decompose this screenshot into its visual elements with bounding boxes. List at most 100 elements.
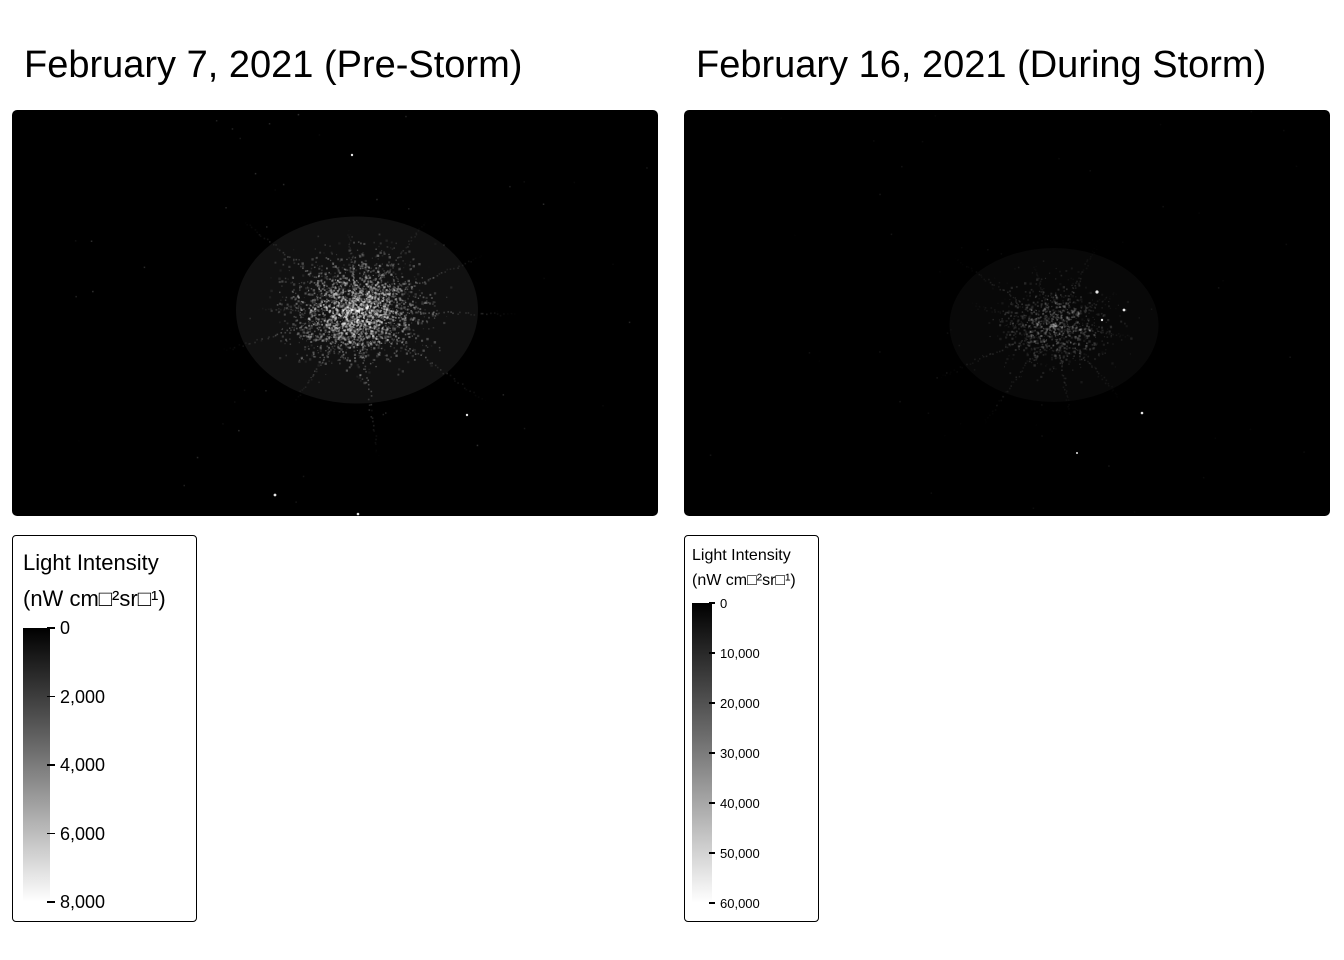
light-pixel xyxy=(285,354,287,357)
light-pixel xyxy=(347,311,349,314)
light-pixel xyxy=(1041,343,1044,346)
light-pixel xyxy=(328,311,331,314)
light-pixel xyxy=(378,275,380,277)
light-pixel xyxy=(335,340,338,343)
light-pixel xyxy=(394,311,398,315)
light-pixel xyxy=(1014,297,1017,299)
light-pixel xyxy=(383,303,385,306)
light-pixel xyxy=(308,379,310,382)
light-pixel xyxy=(375,284,377,287)
light-pixel xyxy=(378,273,380,275)
light-pixel xyxy=(942,375,944,377)
light-pixel xyxy=(1060,342,1062,345)
light-pixel xyxy=(333,325,336,327)
light-pixel xyxy=(354,331,356,333)
light-pixel xyxy=(309,309,312,312)
light-pixel xyxy=(980,275,982,277)
map-raster-during-storm xyxy=(709,110,1305,509)
light-pixel xyxy=(1101,378,1104,381)
light-pixel xyxy=(404,317,406,319)
light-pixel xyxy=(1105,332,1108,335)
light-pixel xyxy=(320,299,323,302)
light-pixel xyxy=(342,292,344,294)
light-pixel xyxy=(1109,307,1112,310)
light-pixel xyxy=(421,339,424,342)
light-pixel xyxy=(320,301,323,304)
light-pixel xyxy=(1054,324,1056,326)
light-pixel xyxy=(316,318,318,320)
light-pixel xyxy=(365,288,367,290)
light-pixel xyxy=(1082,322,1084,324)
light-pixel xyxy=(337,289,340,292)
light-pixel xyxy=(316,256,318,259)
light-pixel xyxy=(339,305,342,308)
light-pixel xyxy=(1065,316,1069,319)
light-pixel xyxy=(398,313,400,315)
light-pixel xyxy=(377,297,380,300)
light-pixel xyxy=(1027,306,1029,308)
rural-light xyxy=(242,460,244,462)
light-pixel xyxy=(299,326,302,328)
light-pixel xyxy=(299,302,302,305)
light-pixel xyxy=(245,222,247,224)
light-pixel xyxy=(389,285,392,287)
light-pixel xyxy=(318,272,321,275)
light-pixel xyxy=(360,261,363,263)
light-pixel xyxy=(373,286,376,289)
light-pixel xyxy=(373,319,376,322)
light-pixel xyxy=(377,301,380,304)
light-pixel xyxy=(360,352,363,355)
light-pixel xyxy=(1062,363,1063,365)
light-pixel xyxy=(325,323,328,326)
light-pixel xyxy=(317,364,320,367)
light-pixel xyxy=(403,289,406,292)
light-pixel xyxy=(302,331,305,334)
light-pixel xyxy=(302,322,304,325)
light-pixel xyxy=(1074,351,1076,353)
light-pixel xyxy=(1110,332,1113,335)
light-pixel xyxy=(382,296,385,299)
light-pixel xyxy=(1115,334,1118,337)
light-pixel xyxy=(417,311,419,314)
light-pixel xyxy=(378,455,380,457)
light-pixel xyxy=(1036,379,1039,382)
light-pixel xyxy=(394,292,397,295)
light-pixel xyxy=(1036,351,1038,353)
light-pixel xyxy=(1088,329,1091,332)
light-pixel xyxy=(400,312,403,315)
light-pixel xyxy=(361,264,364,267)
light-pixel xyxy=(1083,353,1086,356)
light-pixel xyxy=(1070,309,1073,312)
light-pixel xyxy=(373,307,376,310)
light-pixel xyxy=(379,320,382,323)
light-pixel xyxy=(1009,323,1011,325)
light-pixel xyxy=(389,308,391,310)
light-pixel xyxy=(1055,327,1057,329)
light-pixel xyxy=(395,351,397,353)
light-pixel xyxy=(1054,294,1057,297)
light-pixel xyxy=(305,335,308,338)
light-pixel xyxy=(349,329,352,332)
rural-light xyxy=(196,456,199,459)
light-pixel xyxy=(346,305,348,308)
light-pixel xyxy=(358,334,360,336)
light-pixel xyxy=(313,292,316,295)
light-pixel xyxy=(395,290,398,292)
light-pixel xyxy=(380,330,384,333)
light-pixel xyxy=(396,304,399,307)
light-pixel xyxy=(1084,305,1086,307)
light-pixel xyxy=(443,321,446,325)
light-pixel xyxy=(341,327,344,329)
light-pixel xyxy=(390,263,393,265)
light-pixel xyxy=(1047,335,1049,337)
light-pixel xyxy=(1053,324,1056,326)
light-pixel xyxy=(319,304,322,307)
light-pixel xyxy=(1085,315,1087,317)
light-pixel xyxy=(1075,338,1077,340)
light-pixel xyxy=(358,327,361,329)
light-pixel xyxy=(359,340,361,342)
light-pixel xyxy=(340,331,344,335)
light-pixel xyxy=(1005,391,1007,393)
light-pixel xyxy=(385,292,387,294)
light-pixel xyxy=(338,358,341,361)
